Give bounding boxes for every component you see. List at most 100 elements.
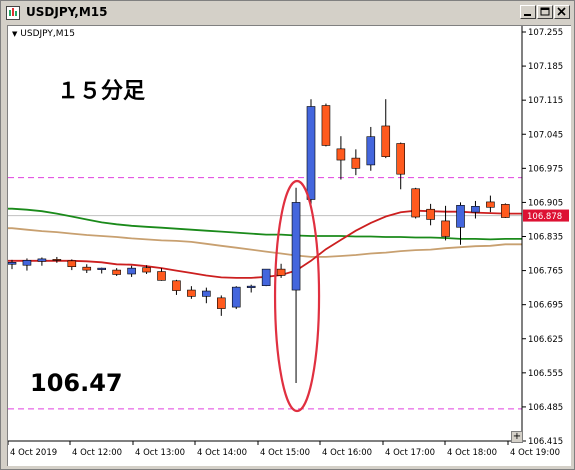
candle[interactable] (291, 187, 301, 384)
title-bar[interactable]: USDJPY,M15 (2, 2, 573, 24)
candle-body (231, 286, 241, 308)
symbol-label[interactable]: ▼ USDJPY,M15 (12, 29, 75, 39)
maximize-button[interactable] (537, 5, 553, 19)
chart-area[interactable]: 107.255 107.185 107.115 107.045 106.975 106.9… (7, 25, 571, 466)
candle-body (276, 268, 286, 276)
candle[interactable] (82, 264, 92, 274)
candle[interactable] (127, 265, 136, 277)
time-tick-label: 4 Oct 2019 (10, 448, 57, 458)
candle-body (321, 105, 331, 146)
candle-body (142, 267, 151, 273)
dropdown-arrow-icon[interactable]: ▼ (12, 30, 18, 38)
candle[interactable] (112, 268, 121, 276)
moving-average-slow (8, 227, 522, 258)
candle[interactable] (426, 203, 435, 226)
price-tick-label: 106.415 (528, 437, 563, 447)
candle-body (501, 204, 510, 218)
candle-body (381, 125, 391, 157)
time-tick-label: 4 Oct 17:00 (385, 448, 435, 458)
candle[interactable] (411, 187, 420, 219)
candle-body (291, 202, 301, 291)
time-tick-label: 4 Oct 12:00 (72, 448, 122, 458)
candle-body (411, 188, 420, 218)
candle[interactable] (471, 200, 480, 219)
price-tick-label: 107.115 (528, 96, 563, 106)
moving-average-medium (8, 207, 522, 241)
candle[interactable] (22, 258, 32, 271)
candle-body (486, 201, 495, 208)
candle[interactable] (52, 256, 62, 263)
candle-body (217, 297, 226, 309)
maximize-icon (540, 7, 550, 16)
chart-window-icon (6, 6, 20, 20)
price-tick-label: 107.185 (528, 62, 563, 72)
candle[interactable] (306, 99, 316, 208)
candle[interactable] (351, 149, 361, 176)
price-tick-label: 106.625 (528, 335, 563, 345)
candle-body (306, 106, 316, 200)
candle[interactable] (67, 259, 77, 271)
window-title: USDJPY,M15 (26, 5, 108, 19)
candle[interactable] (202, 287, 211, 304)
time-tick-label: 4 Oct 18:00 (447, 448, 497, 458)
price-tick-label: 106.765 (528, 267, 563, 277)
zoom-in-button[interactable]: + (511, 431, 523, 443)
candle-body (8, 262, 17, 265)
time-tick-label: 4 Oct 13:00 (135, 448, 185, 458)
current-price-badge (523, 209, 569, 222)
candle-body (456, 205, 465, 228)
candle-body (82, 266, 92, 271)
timeframe-annotation: １５分足 (57, 79, 146, 104)
candle-body (112, 269, 121, 275)
candle-body (202, 290, 211, 297)
candle[interactable] (366, 126, 376, 171)
candle[interactable] (486, 195, 495, 213)
close-button[interactable] (554, 5, 570, 19)
candle[interactable] (276, 263, 286, 278)
candle[interactable] (261, 268, 271, 287)
price-tick-label: 106.485 (528, 403, 563, 413)
price-tick-label: 106.975 (528, 164, 563, 174)
candle-body (52, 259, 62, 261)
candle-body (187, 289, 196, 297)
candle[interactable] (8, 259, 17, 270)
candle[interactable] (381, 99, 391, 159)
candle[interactable] (246, 284, 256, 293)
price-tick-label: 106.835 (528, 233, 563, 243)
candle[interactable] (172, 279, 181, 295)
candle[interactable] (441, 205, 450, 241)
candle-body (37, 258, 47, 262)
time-tick-label: 4 Oct 19:00 (510, 448, 560, 458)
candle[interactable] (142, 265, 151, 274)
candle-body (441, 220, 450, 237)
price-tick-label: 107.045 (528, 130, 563, 140)
candle[interactable] (217, 295, 226, 316)
candle-body (261, 268, 271, 286)
price-tick-label: 106.555 (528, 369, 563, 379)
candle-body (351, 157, 361, 169)
candle[interactable] (501, 203, 510, 218)
price-tick-label: 107.255 (528, 28, 563, 38)
candle-body (396, 143, 406, 175)
candle[interactable] (321, 103, 331, 147)
candle[interactable] (456, 202, 465, 245)
candle[interactable] (187, 286, 196, 299)
candle-body (172, 280, 181, 291)
close-icon (557, 7, 566, 16)
candle[interactable] (157, 268, 166, 281)
candle[interactable] (396, 142, 406, 190)
low-price-annotation: 106.47 (30, 369, 123, 397)
candle[interactable] (231, 286, 241, 310)
highlight-ellipse (273, 179, 321, 413)
candle[interactable] (37, 257, 47, 266)
candle-body (246, 285, 256, 288)
candle-body (67, 260, 77, 267)
candle[interactable] (336, 136, 346, 180)
candle-body (336, 148, 346, 161)
candle-body (157, 271, 166, 281)
minimize-icon (524, 14, 531, 16)
candle[interactable] (97, 267, 106, 274)
minimize-button[interactable] (520, 5, 536, 19)
time-tick-label: 4 Oct 15:00 (260, 448, 310, 458)
candlestick-chart[interactable]: 107.255 107.185 107.115 107.045 106.975 106.9… (8, 26, 570, 465)
